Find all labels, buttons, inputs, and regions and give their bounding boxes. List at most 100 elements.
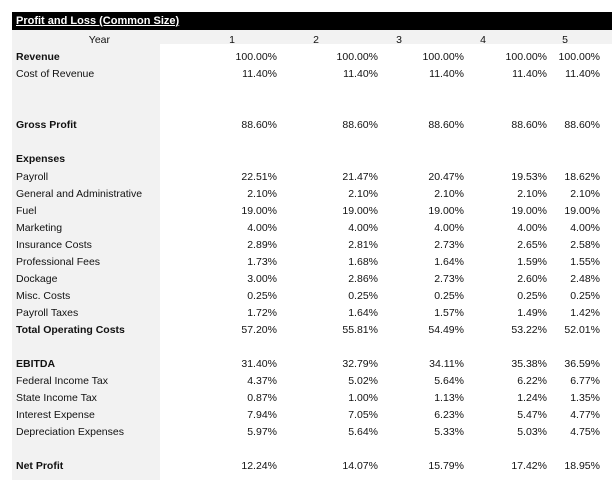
row-value-year-1: 1.72% [247,307,277,319]
table-row: EBITDA 31.40% 32.79% 34.11% 35.38% 36.59% [12,356,612,373]
row-value-year-5: 4.77% [570,409,600,421]
row-value-year-2: 5.64% [348,426,378,438]
row-label: Marketing [16,222,63,234]
row-value-year-3: 15.79% [428,460,464,472]
row-value-year-5: 88.60% [564,119,600,131]
row-label: State Income Tax [16,392,97,404]
row-value-year-5: 36.59% [564,358,600,370]
row-value-year-4: 0.25% [517,290,547,302]
row-value-year-4: 17.42% [511,460,547,472]
row-value-year-3: 5.64% [434,375,464,387]
row-value-year-4: 6.22% [517,375,547,387]
row-value-year-2: 21.47% [342,171,378,183]
row-value-year-4: 1.59% [517,256,547,268]
row-value-year-3: 5.33% [434,426,464,438]
row-value-year-3: 1.57% [434,307,464,319]
row-value-year-2: 2.81% [348,239,378,251]
row-value-year-4: 19.53% [511,171,547,183]
row-value-year-5: 1.42% [570,307,600,319]
row-label: Cost of Revenue [16,68,95,80]
row-value-year-4: 2.10% [517,188,547,200]
row-value-year-1: 88.60% [241,119,277,131]
row-value-year-4: 5.47% [517,409,547,421]
table-row: Gross Profit 88.60% 88.60% 88.60% 88.60% 88.6… [12,117,612,134]
row-value-year-5: 1.55% [570,256,600,268]
row-value-year-2: 7.05% [348,409,378,421]
row-value-year-5: 52.01% [564,324,600,336]
row-value-year-5: 19.00% [564,205,600,217]
year-column-header: 2 [313,34,319,46]
row-value-year-3: 88.60% [428,119,464,131]
values-area [160,44,612,480]
row-value-year-5: 4.00% [570,222,600,234]
row-value-year-3: 20.47% [428,171,464,183]
row-value-year-4: 53.22% [511,324,547,336]
row-value-year-1: 31.40% [241,358,277,370]
row-value-year-5: 6.77% [570,375,600,387]
row-value-year-1: 0.87% [247,392,277,404]
row-value-year-3: 0.25% [434,290,464,302]
profit-loss-sheet: Profit and Loss (Common Size) Year 1 2 3 4 5… [12,12,612,480]
row-value-year-4: 2.60% [517,273,547,285]
row-value-year-2: 55.81% [342,324,378,336]
table-row: Total Operating Costs 57.20% 55.81% 54.49% 5… [12,322,612,339]
row-value-year-4: 2.65% [517,239,547,251]
row-value-year-1: 1.73% [247,256,277,268]
row-value-year-3: 4.00% [434,222,464,234]
row-value-year-5: 4.75% [570,426,600,438]
row-value-year-4: 88.60% [511,119,547,131]
row-value-year-2: 88.60% [342,119,378,131]
title-bar: Profit and Loss (Common Size) [12,12,612,30]
row-label: General and Administrative [16,188,143,200]
table-row: Expenses [12,151,612,168]
row-value-year-3: 2.73% [434,273,464,285]
row-value-year-3: 1.13% [434,392,464,404]
row-value-year-2: 0.25% [348,290,378,302]
row-label: EBITDA [16,358,56,370]
row-value-year-4: 35.38% [511,358,547,370]
table-row: Fuel 19.00% 19.00% 19.00% 19.00% 19.00% [12,203,612,220]
row-label: Expenses [16,153,66,165]
table-row: Insurance Costs 2.89% 2.81% 2.73% 2.65% 2.58% [12,237,612,254]
row-label: Misc. Costs [16,290,71,302]
row-value-year-4: 1.24% [517,392,547,404]
year-header-row: Year 1 2 3 4 5 [12,32,612,49]
table-row: State Income Tax 0.87% 1.00% 1.13% 1.24% 1.35… [12,390,612,407]
row-value-year-2: 11.40% [343,68,378,80]
row-value-year-5: 2.58% [570,239,600,251]
row-value-year-1: 4.00% [247,222,277,234]
row-value-year-1: 100.00% [235,51,277,63]
row-value-year-1: 0.25% [247,290,277,302]
row-value-year-4: 11.40% [512,68,547,80]
row-label: Insurance Costs [16,239,92,251]
table-row: Payroll 22.51% 21.47% 20.47% 19.53% 18.62% [12,169,612,186]
row-label: Net Profit [16,460,64,472]
row-value-year-2: 32.79% [342,358,378,370]
table-row: Federal Income Tax 4.37% 5.02% 5.64% 6.22% 6.… [12,373,612,390]
row-label: Depreciation Expenses [16,426,124,438]
row-value-year-1: 7.94% [247,409,277,421]
row-value-year-1: 2.89% [247,239,277,251]
table-row: Misc. Costs 0.25% 0.25% 0.25% 0.25% 0.25% [12,288,612,305]
row-value-year-3: 19.00% [428,205,464,217]
year-column-header: 4 [480,34,486,46]
table-row: Revenue 100.00% 100.00% 100.00% 100.00% 100.0… [12,49,612,66]
row-value-year-2: 1.00% [348,392,378,404]
row-label: Fuel [16,205,37,217]
row-value-year-5: 0.25% [570,290,600,302]
row-value-year-4: 4.00% [517,222,547,234]
table-row: Dockage 3.00% 2.86% 2.73% 2.60% 2.48% [12,271,612,288]
row-value-year-1: 22.51% [241,171,277,183]
table-row: General and Administrative 2.10% 2.10% 2.10… [12,186,612,203]
table-row: Net Profit 12.24% 14.07% 15.79% 17.42% 18.95% [12,458,612,475]
row-label: Professional Fees [16,256,101,268]
sheet-title: Profit and Loss (Common Size) [16,15,180,27]
row-value-year-3: 6.23% [434,409,464,421]
row-value-year-2: 19.00% [342,205,378,217]
row-label: Gross Profit [16,119,77,131]
table-row: Professional Fees 1.73% 1.68% 1.64% 1.59% 1.5… [12,254,612,271]
row-value-year-3: 100.00% [422,51,464,63]
table-row: Cost of Revenue 11.40% 11.40% 11.40% 11.40% 1… [12,66,612,83]
row-value-year-1: 11.40% [242,68,277,80]
row-value-year-1: 4.37% [247,375,277,387]
